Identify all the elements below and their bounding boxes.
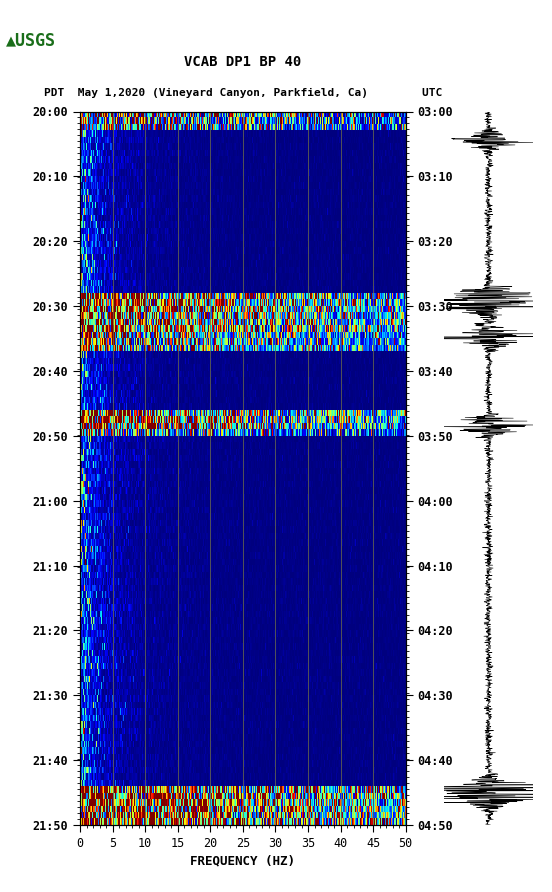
X-axis label: FREQUENCY (HZ): FREQUENCY (HZ) <box>190 854 295 867</box>
Text: VCAB DP1 BP 40: VCAB DP1 BP 40 <box>184 54 301 69</box>
Text: ▲USGS: ▲USGS <box>6 31 56 49</box>
Text: PDT  May 1,2020 (Vineyard Canyon, Parkfield, Ca)        UTC: PDT May 1,2020 (Vineyard Canyon, Parkfie… <box>44 88 442 98</box>
